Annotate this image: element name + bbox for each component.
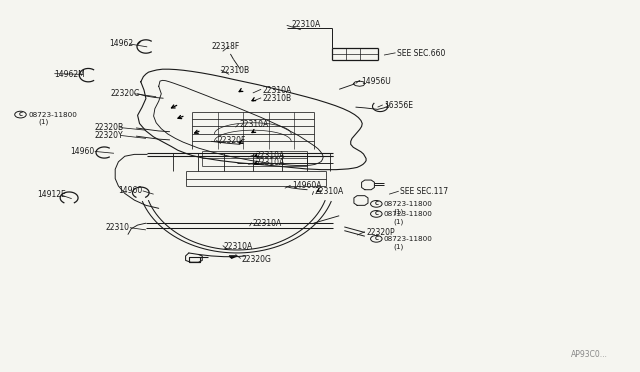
Text: 22310B: 22310B xyxy=(221,66,250,75)
Text: 22320C: 22320C xyxy=(110,89,140,98)
Text: C: C xyxy=(19,112,22,117)
Text: 22320B: 22320B xyxy=(95,123,124,132)
Text: 14960: 14960 xyxy=(118,186,143,195)
Text: C: C xyxy=(374,236,378,241)
Text: 08723-11800: 08723-11800 xyxy=(384,236,433,242)
Text: 22310A: 22310A xyxy=(224,242,253,251)
Text: 08723-11800: 08723-11800 xyxy=(384,201,433,207)
Text: 22320P: 22320P xyxy=(366,228,395,237)
Text: 08723-11800: 08723-11800 xyxy=(384,211,433,217)
Text: 14912E: 14912E xyxy=(37,190,66,199)
Text: (1): (1) xyxy=(38,119,49,125)
Text: 14956U: 14956U xyxy=(362,77,391,86)
Polygon shape xyxy=(229,256,237,258)
Text: 22310A: 22310A xyxy=(291,20,321,29)
Text: C: C xyxy=(374,201,378,206)
Text: SEE SEC.660: SEE SEC.660 xyxy=(397,49,445,58)
Text: 22310A: 22310A xyxy=(240,120,269,129)
Text: (1): (1) xyxy=(394,243,404,250)
Text: 22310: 22310 xyxy=(106,223,130,232)
Text: 22320G: 22320G xyxy=(242,255,272,264)
Text: AP93C0...: AP93C0... xyxy=(571,350,608,359)
Text: 22320F: 22320F xyxy=(218,136,246,145)
Text: 22310A: 22310A xyxy=(256,151,285,160)
Text: 14962: 14962 xyxy=(109,39,133,48)
Text: 22310A: 22310A xyxy=(315,187,344,196)
Text: (1): (1) xyxy=(394,218,404,225)
Text: 22318F: 22318F xyxy=(211,42,239,51)
Text: (1): (1) xyxy=(394,208,404,215)
Text: 14960: 14960 xyxy=(70,147,95,156)
Text: 22310A: 22310A xyxy=(253,219,282,228)
Text: C: C xyxy=(374,211,378,217)
Text: 16356E: 16356E xyxy=(384,101,413,110)
Text: 22310A: 22310A xyxy=(256,158,285,167)
Text: 22310A: 22310A xyxy=(262,86,292,94)
Text: 22320Y: 22320Y xyxy=(95,131,124,140)
Text: 08723-11800: 08723-11800 xyxy=(28,112,77,118)
Text: 22310B: 22310B xyxy=(262,94,292,103)
Text: 14960A: 14960A xyxy=(292,182,321,190)
Text: SEE SEC.117: SEE SEC.117 xyxy=(400,187,448,196)
Text: 14962M: 14962M xyxy=(54,70,85,79)
